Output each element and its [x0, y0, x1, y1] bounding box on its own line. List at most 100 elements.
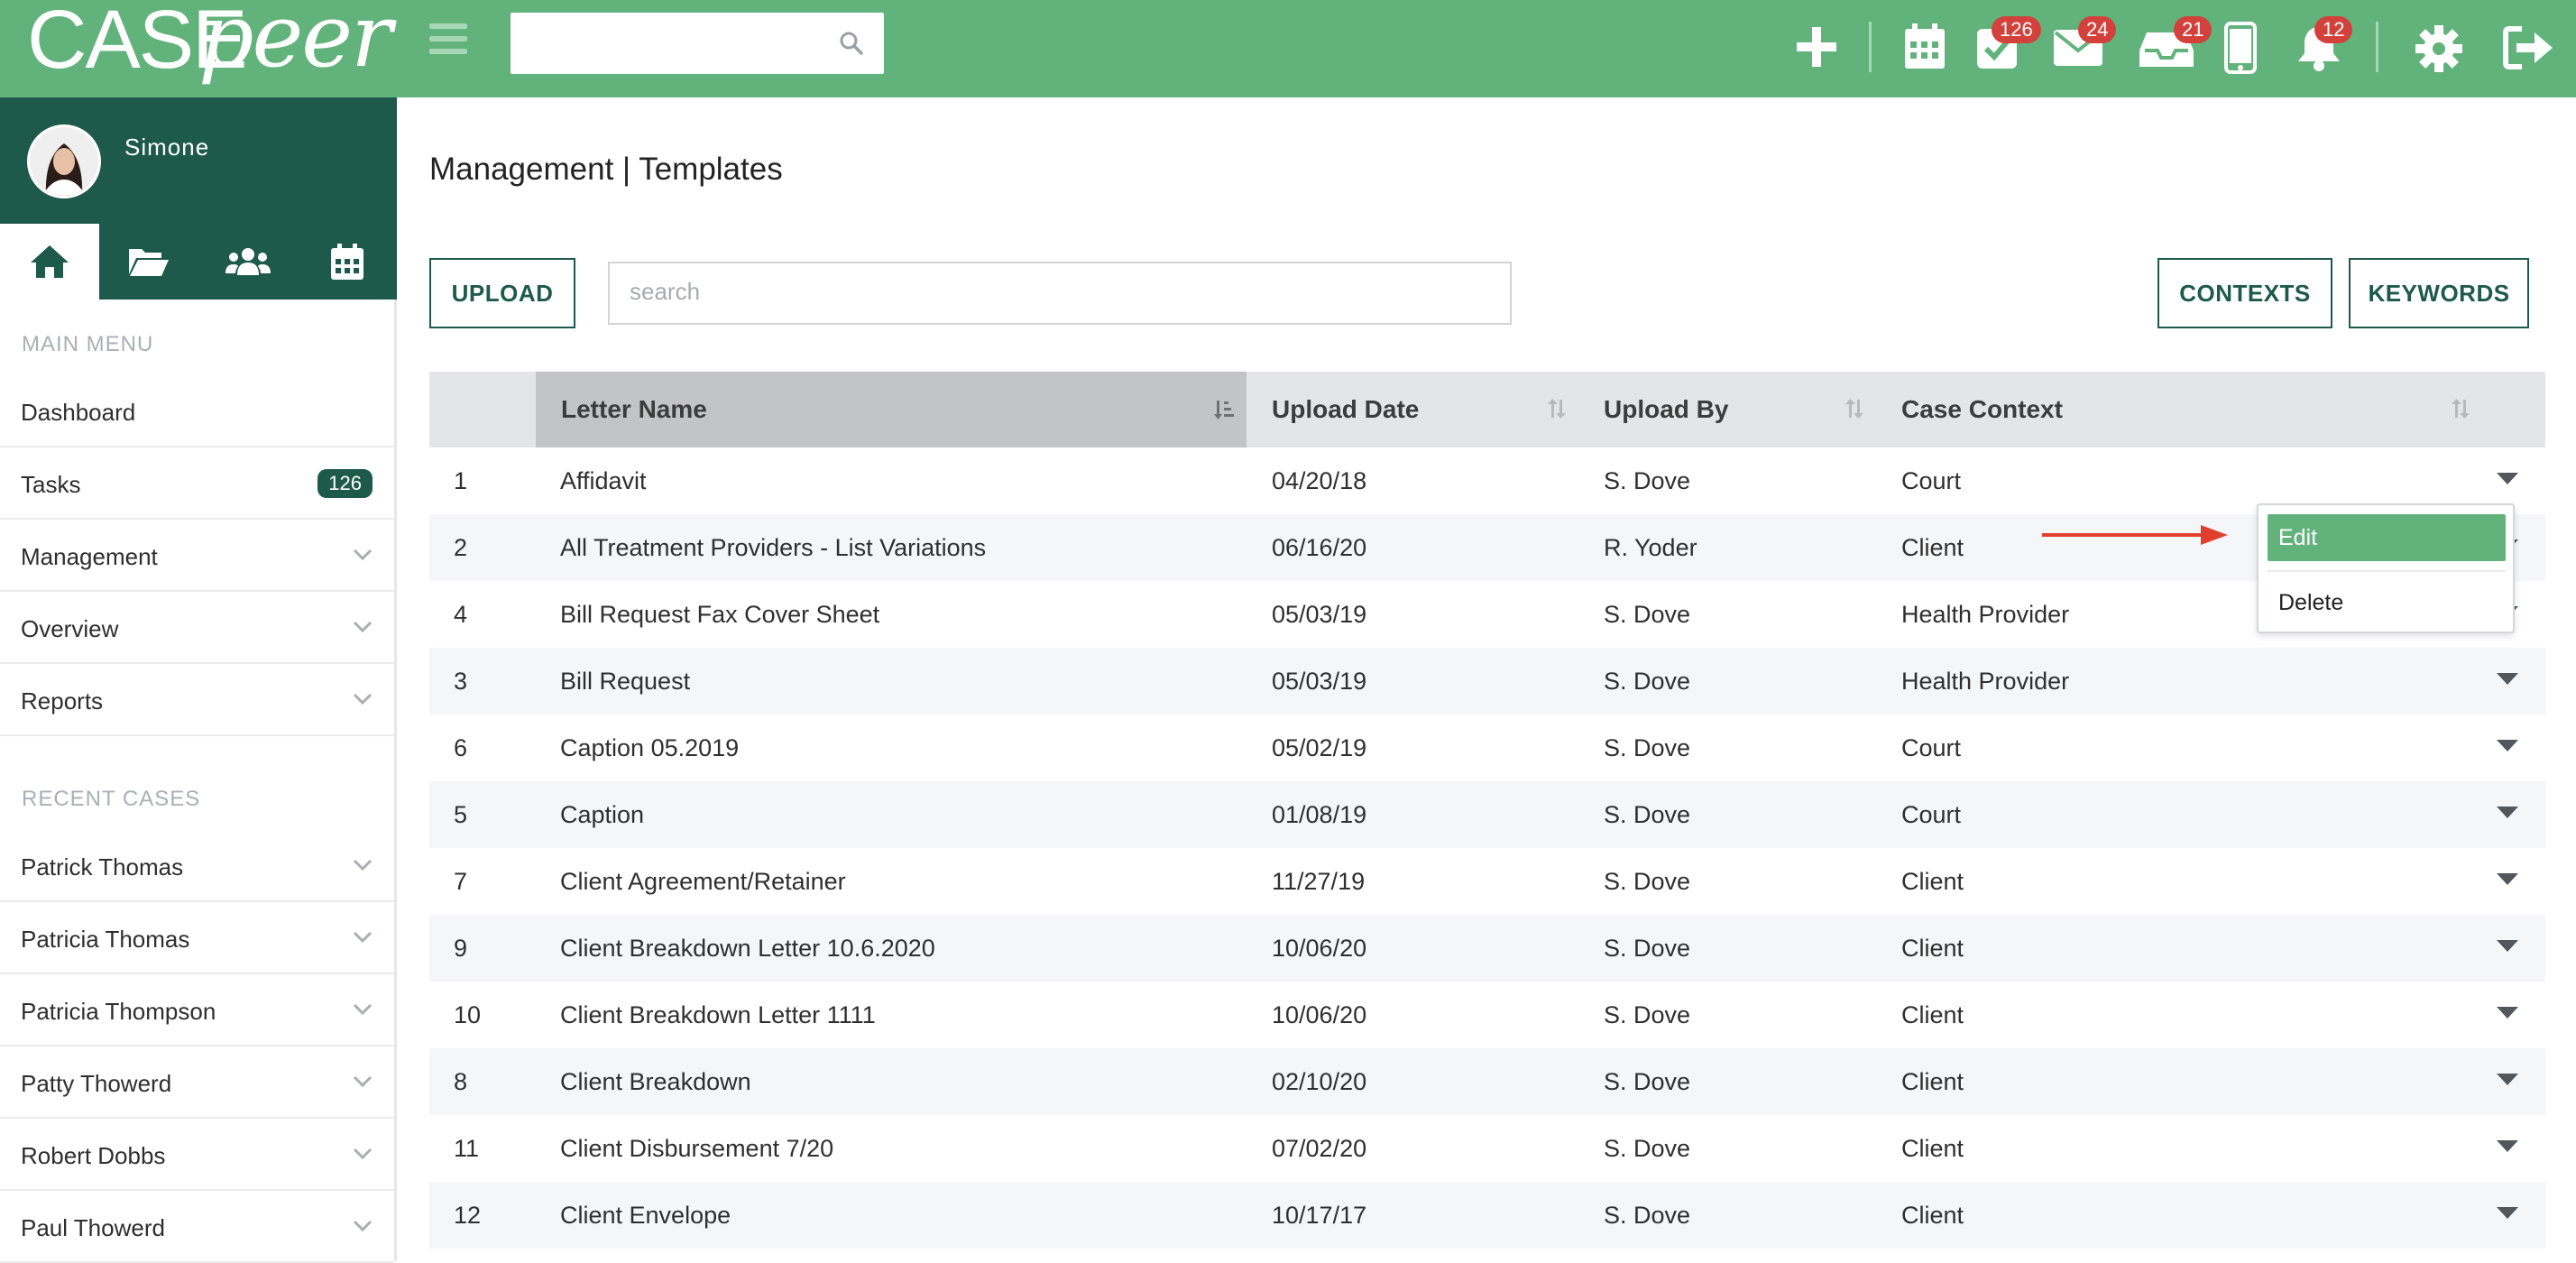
- row-actions-caret-icon[interactable]: [2497, 673, 2518, 686]
- recent-case-item[interactable]: Patricia Thomas: [0, 904, 394, 974]
- column-header-upload-date[interactable]: Upload Date: [1247, 372, 1578, 447]
- row-number: 5: [454, 801, 468, 828]
- tasks-count-badge: 126: [317, 469, 373, 498]
- case-context-cell: Client: [1901, 1068, 1964, 1095]
- upload-date-cell: 01/08/19: [1272, 801, 1367, 828]
- letter-name-cell: Caption 05.2019: [560, 734, 740, 761]
- case-context-cell: Client: [1901, 1001, 1964, 1028]
- page-title: Management | Templates: [429, 152, 783, 187]
- row-number: 10: [454, 1001, 482, 1028]
- table-row[interactable]: 7 Client Agreement/Retainer 11/27/19 S. Dov…: [429, 848, 2545, 915]
- tab-calendar[interactable]: [298, 224, 397, 300]
- recent-case-item[interactable]: Patrick Thomas: [0, 832, 394, 902]
- edit-menu-item[interactable]: Edit: [2268, 514, 2506, 561]
- recent-cases-title: RECENT CASES: [22, 787, 201, 811]
- row-number: 1: [454, 467, 468, 494]
- table-row[interactable]: 3 Bill Request 05/03/19 S. Dove Health Provi…: [429, 648, 2545, 714]
- avatar[interactable]: [27, 124, 101, 198]
- upload-date-cell: 07/02/20: [1272, 1135, 1367, 1162]
- sidebar-item-overview[interactable]: Overview: [0, 594, 394, 664]
- logo-case-text: CASE: [27, 0, 248, 86]
- tab-contacts[interactable]: [198, 224, 298, 300]
- row-actions-caret-icon[interactable]: [2497, 1207, 2518, 1220]
- case-context-cell: Client: [1901, 935, 1964, 962]
- upload-date-cell: 05/03/19: [1272, 668, 1367, 695]
- table-row[interactable]: 10 Client Breakdown Letter 1111 10/06/20 S.…: [429, 982, 2545, 1048]
- table-row[interactable]: 6 Caption 05.2019 05/02/19 S. Dove Court: [429, 714, 2545, 781]
- table-row[interactable]: 11 Client Disbursement 7/20 07/02/20 S. Dov…: [429, 1115, 2545, 1182]
- upload-date-cell: 06/16/20: [1272, 534, 1367, 561]
- mail-badge: 24: [2078, 16, 2117, 43]
- row-actions-caret-icon[interactable]: [2497, 1140, 2518, 1153]
- sidebar-item-tasks[interactable]: Tasks 126: [0, 449, 394, 520]
- casepeer-logo[interactable]: CASE peer: [27, 0, 392, 103]
- row-number: 12: [454, 1202, 482, 1229]
- contexts-button[interactable]: CONTEXTS: [2157, 258, 2332, 328]
- row-number: 4: [454, 601, 468, 628]
- sidebar-item-dashboard[interactable]: Dashboard: [0, 377, 394, 447]
- global-search-input[interactable]: [511, 13, 846, 70]
- plus-icon[interactable]: [1795, 25, 1838, 69]
- tab-home[interactable]: [0, 224, 99, 300]
- upload-by-cell: S. Dove: [1604, 601, 1691, 628]
- sidebar-item-label: Dashboard: [21, 399, 136, 426]
- column-header-case-context[interactable]: Case Context: [1876, 372, 2482, 447]
- row-number: 7: [454, 868, 468, 895]
- case-context-cell: Court: [1901, 801, 1962, 828]
- keywords-button[interactable]: KEYWORDS: [2349, 258, 2529, 328]
- table-row[interactable]: 12 Client Envelope 10/17/17 S. Dove Client: [429, 1182, 2545, 1249]
- table-row[interactable]: 1 Affidavit 04/20/18 S. Dove Court: [429, 447, 2545, 514]
- hamburger-menu-icon[interactable]: [429, 23, 467, 61]
- table-row[interactable]: 8 Client Breakdown 02/10/20 S. Dove Client: [429, 1048, 2545, 1115]
- recent-case-item[interactable]: Robert Dobbs: [0, 1120, 394, 1191]
- row-actions-caret-icon[interactable]: [2497, 740, 2518, 752]
- column-header-letter-name[interactable]: Letter Name: [536, 372, 1247, 447]
- user-profile: Simone: [0, 97, 397, 224]
- row-number: 9: [454, 935, 468, 962]
- upload-date-cell: 05/02/19: [1272, 734, 1367, 761]
- row-number: 2: [454, 534, 468, 561]
- recent-case-item[interactable]: Patricia Thompson: [0, 976, 394, 1046]
- chevron-down-icon: [353, 931, 373, 944]
- recent-case-item[interactable]: Patty Thowerd: [0, 1048, 394, 1119]
- phone-icon[interactable]: [2224, 22, 2257, 74]
- tab-cases[interactable]: [99, 224, 198, 300]
- case-context-cell: Health Provider: [1901, 601, 2070, 628]
- toolbar-divider: [1869, 22, 1872, 72]
- letter-name-cell: Client Agreement/Retainer: [560, 868, 846, 895]
- upload-button[interactable]: UPLOAD: [429, 258, 575, 328]
- upload-by-cell: S. Dove: [1604, 935, 1691, 962]
- table-row[interactable]: 2 All Treatment Providers - List Variatio…: [429, 514, 2545, 581]
- letter-name-cell: Client Breakdown Letter 10.6.2020: [560, 935, 935, 962]
- row-actions-caret-icon[interactable]: [2497, 873, 2518, 886]
- column-header-label: Upload By: [1604, 395, 1729, 423]
- upload-date-cell: 10/17/17: [1272, 1202, 1367, 1229]
- template-search-input[interactable]: [610, 263, 1515, 319]
- row-actions-caret-icon[interactable]: [2497, 473, 2518, 485]
- row-actions-caret-icon[interactable]: [2497, 807, 2518, 819]
- row-actions-caret-icon[interactable]: [2497, 1007, 2518, 1019]
- recent-case-item[interactable]: Paul Thowerd: [0, 1193, 394, 1263]
- table-row[interactable]: 9 Client Breakdown Letter 10.6.2020 10/06/…: [429, 915, 2545, 982]
- gear-icon[interactable]: [2415, 25, 2462, 72]
- case-context-cell: Client: [1901, 1202, 1964, 1229]
- column-header-upload-by[interactable]: Upload By: [1578, 372, 1876, 447]
- sidebar-item-label: Reports: [21, 687, 104, 714]
- table-row[interactable]: 4 Bill Request Fax Cover Sheet 05/03/19 S. …: [429, 581, 2545, 648]
- table-row[interactable]: 5 Caption 01/08/19 S. Dove Court: [429, 781, 2545, 848]
- sidebar-item-management[interactable]: Management: [0, 521, 394, 592]
- sidebar-item-reports[interactable]: Reports: [0, 666, 394, 736]
- calendar-icon: [331, 244, 363, 280]
- logout-icon[interactable]: [2502, 25, 2554, 70]
- upload-by-cell: S. Dove: [1604, 868, 1691, 895]
- recent-case-label: Robert Dobbs: [21, 1142, 166, 1169]
- row-actions-caret-icon[interactable]: [2497, 1074, 2518, 1086]
- upload-date-cell: 02/10/20: [1272, 1068, 1367, 1095]
- delete-menu-item[interactable]: Delete: [2278, 590, 2344, 615]
- calendar-icon[interactable]: [1903, 22, 1946, 70]
- row-actions-caret-icon[interactable]: [2497, 940, 2518, 953]
- search-icon[interactable]: [839, 31, 864, 56]
- row-number: 11: [454, 1135, 480, 1162]
- upload-date-cell: 10/06/20: [1272, 935, 1367, 962]
- recent-case-label: Patricia Thompson: [21, 998, 216, 1025]
